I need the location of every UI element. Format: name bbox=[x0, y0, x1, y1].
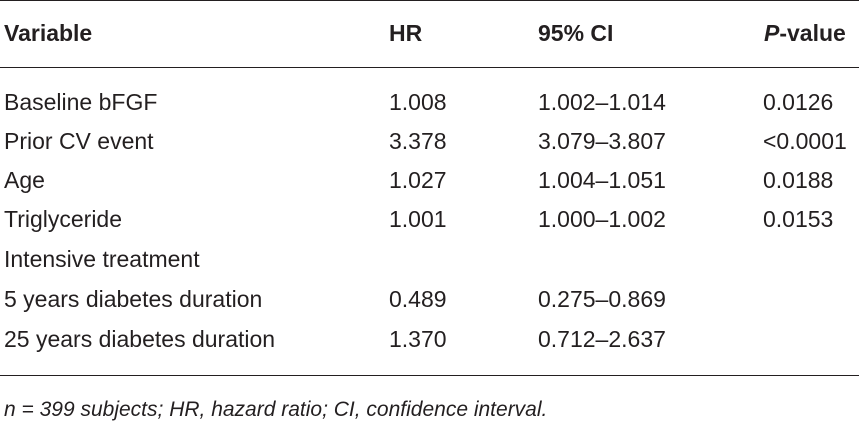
table-cell-p: 0.0188 bbox=[763, 167, 834, 193]
table-cell-p: 0.0126 bbox=[763, 89, 834, 115]
header-p-value: P-value bbox=[764, 19, 846, 47]
header-variable: Variable bbox=[4, 20, 93, 46]
table-cell-variable: Age bbox=[4, 167, 45, 193]
table-cell-hr: 0.489 bbox=[389, 286, 447, 312]
header-hr: HR bbox=[389, 20, 423, 46]
table-cell-variable: 25 years diabetes duration bbox=[4, 326, 276, 352]
header-p-suffix: -value bbox=[779, 20, 846, 46]
table-cell-p: <0.0001 bbox=[763, 128, 847, 154]
table-cell-hr: 1.008 bbox=[389, 89, 447, 115]
table-cell-variable: Prior CV event bbox=[4, 128, 154, 154]
table-cell-variable: 5 years diabetes duration bbox=[4, 286, 263, 312]
table-cell-hr: 1.027 bbox=[389, 167, 447, 193]
table-bottom-rule bbox=[0, 375, 859, 376]
table-cell-variable: Intensive treatment bbox=[4, 246, 200, 272]
table-cell-hr: 1.001 bbox=[389, 206, 447, 232]
table-top-rule bbox=[0, 0, 859, 1]
header-p-letter: P bbox=[764, 20, 780, 46]
table-cell-hr: 3.378 bbox=[389, 128, 447, 154]
table-cell-variable: Triglyceride bbox=[4, 206, 123, 232]
header-ci: 95% CI bbox=[538, 20, 614, 46]
table-cell-p: 0.0153 bbox=[763, 206, 834, 232]
table-cell-ci: 1.002–1.014 bbox=[538, 89, 666, 115]
table-cell-ci: 1.004–1.051 bbox=[538, 167, 666, 193]
table-cell-ci: 3.079–3.807 bbox=[538, 128, 666, 154]
table-cell-ci: 0.712–2.637 bbox=[538, 326, 666, 352]
table-cell-ci: 1.000–1.002 bbox=[538, 206, 666, 232]
table-footnote: n = 399 subjects; HR, hazard ratio; CI, … bbox=[4, 398, 548, 421]
table-cell-hr: 1.370 bbox=[389, 326, 447, 352]
table-header-rule bbox=[0, 67, 859, 68]
table-cell-ci: 0.275–0.869 bbox=[538, 286, 666, 312]
table-cell-variable: Baseline bFGF bbox=[4, 89, 158, 115]
